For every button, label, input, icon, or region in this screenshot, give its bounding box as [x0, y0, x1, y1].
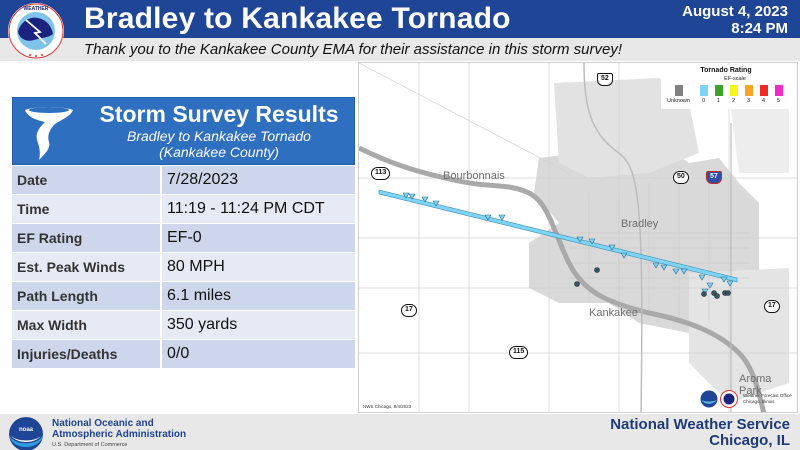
route-shield-113: 113	[371, 167, 391, 180]
row-label: EF Rating	[12, 224, 162, 252]
wfo-label: Weather Forecast Office Chicago, Illinoi…	[743, 393, 792, 405]
nws-logo-icon: WEATHER	[8, 3, 64, 59]
route-shield-17-west: 17	[401, 304, 417, 317]
legend-swatch-ef2	[730, 85, 738, 96]
nws-location: Chicago, IL	[709, 432, 790, 449]
route-shield-50: 50	[673, 171, 689, 184]
place-label-bourbonnais: Bourbonnais	[443, 170, 505, 182]
table-row: Injuries/Deaths 0/0	[12, 340, 355, 369]
noaa-department: U.S. Department of Commerce	[52, 442, 128, 448]
legend-swatch-ef3	[745, 85, 753, 96]
results-panel-header: Storm Survey Results Bradley to Kankakee…	[12, 97, 355, 165]
noaa-name-line2: Atmospheric Administration	[52, 429, 187, 440]
noaa-name: National Oceanic and Atmospheric Adminis…	[52, 418, 186, 440]
subtitle-bar: Thank you to the Kankakee County EMA for…	[0, 38, 800, 61]
tornado-rating-legend: Tornado Rating EF-scale Unknown 0 1 2 3 …	[661, 65, 791, 109]
row-value: 6.1 miles	[167, 287, 232, 304]
table-row: Est. Peak Winds 80 MPH	[12, 253, 355, 282]
row-value: EF-0	[167, 229, 202, 246]
row-label: Path Length	[12, 282, 162, 310]
legend-swatch-ef1	[715, 85, 723, 96]
row-label: Est. Peak Winds	[12, 253, 162, 281]
nws-office: National Weather Service Chicago, IL	[610, 417, 790, 449]
place-label-aroma-park: Aroma Park	[739, 373, 772, 397]
legend-label: 5	[777, 98, 781, 104]
event-name: Bradley to Kankakee Tornado	[127, 128, 311, 144]
route-shield-us52: 52	[597, 73, 613, 86]
route-shield-115: 115	[509, 346, 529, 359]
wfo-line2: Chicago, Illinois	[743, 399, 775, 404]
row-value: 11:19 - 11:24 PM CDT	[167, 200, 325, 217]
legend-subtitle: EF-scale	[724, 76, 746, 82]
results-table: Date 7/28/2023 Time 11:19 - 11:24 PM CDT…	[12, 166, 355, 369]
legend-label: 4	[762, 98, 766, 104]
svg-text:noaa: noaa	[19, 427, 34, 433]
legend-swatch-ef4	[760, 85, 768, 96]
legend-label: 0	[702, 98, 706, 104]
row-value: 0/0	[167, 345, 190, 362]
svg-text:WEATHER: WEATHER	[24, 6, 49, 12]
issue-date: August 4, 2023	[682, 3, 788, 20]
map-canvas	[359, 63, 797, 412]
row-label: Max Width	[12, 311, 162, 339]
noaa-logo-icon: noaa	[9, 417, 43, 450]
legend-label: Unknown	[667, 98, 690, 104]
tornado-track-map: Bourbonnais Bradley Kankakee Aroma Park …	[358, 62, 798, 413]
table-row: EF Rating EF-0	[12, 224, 355, 253]
place-label-bradley: Bradley	[621, 218, 659, 230]
table-row: Time 11:19 - 11:24 PM CDT	[12, 195, 355, 224]
row-value: 80 MPH	[167, 258, 225, 275]
interstate-shield-57: 57	[706, 171, 722, 184]
noaa-name-line1: National Oceanic and	[52, 418, 154, 429]
table-row: Max Width 350 yards	[12, 311, 355, 340]
tornado-icon	[25, 107, 73, 160]
header-bar: Bradley to Kankakee Tornado August 4, 20…	[0, 0, 800, 38]
table-row: Date 7/28/2023	[12, 166, 355, 195]
legend-label: 1	[717, 98, 721, 104]
thank-you-message: Thank you to the Kankakee County EMA for…	[84, 41, 623, 58]
results-subtitle: Bradley to Kankakee Tornado (Kankakee Co…	[85, 128, 353, 160]
row-label: Time	[12, 195, 162, 223]
place-label-kankakee: Kankakee	[589, 307, 638, 319]
legend-swatch-ef5	[775, 85, 783, 96]
county-name: (Kankakee County)	[159, 144, 279, 160]
legend-label: 2	[732, 98, 736, 104]
wfo-line1: Weather Forecast Office	[743, 393, 792, 398]
issue-datetime: August 4, 2023 8:24 PM	[682, 3, 788, 37]
legend-title: Tornado Rating	[700, 67, 752, 74]
row-label: Date	[12, 166, 162, 194]
table-row: Path Length 6.1 miles	[12, 282, 355, 311]
map-logos: Weather Forecast Office Chicago, Illinoi…	[699, 389, 793, 409]
map-credit: NWS Chicago, 8/4/2023	[363, 404, 412, 409]
legend-swatch-ef0	[700, 85, 708, 96]
row-value: 7/28/2023	[167, 171, 239, 188]
row-label: Injuries/Deaths	[12, 340, 162, 368]
noaa-nws-small-logos-icon	[700, 390, 738, 408]
issue-time: 8:24 PM	[731, 20, 788, 37]
legend-swatch-unknown	[675, 85, 683, 96]
legend-label: 3	[747, 98, 751, 104]
footer-bar: noaa National Oceanic and Atmospheric Ad…	[0, 414, 800, 450]
nws-name: National Weather Service	[610, 416, 790, 433]
row-value: 350 yards	[167, 316, 238, 333]
route-shield-17-east: 17	[764, 300, 780, 313]
results-title: Storm Survey Results	[99, 101, 339, 127]
page-title: Bradley to Kankakee Tornado	[84, 2, 511, 35]
